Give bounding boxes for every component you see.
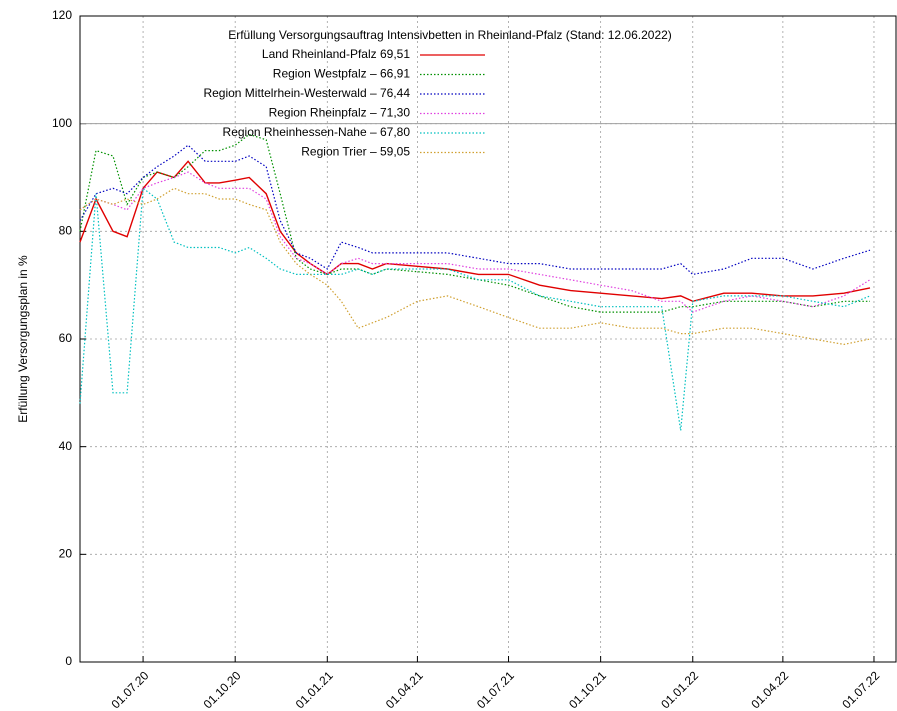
- y-tick-label: 80: [59, 224, 73, 238]
- x-tick-label: 01.04.22: [748, 668, 791, 711]
- legend-label: Region Westpfalz – 66,91: [273, 67, 411, 81]
- y-tick-label: 120: [52, 8, 72, 22]
- series-line: [79, 160, 871, 303]
- y-tick-label: 60: [59, 331, 73, 345]
- plot-frame: [79, 15, 897, 663]
- y-tick-label: 20: [59, 547, 73, 561]
- series-line: [79, 187, 871, 346]
- y-tick-label: 40: [59, 439, 73, 453]
- x-tick-label: 01.07.22: [839, 668, 882, 711]
- x-tick-label: 01.04.21: [383, 668, 426, 711]
- y-tick-label: 0: [65, 654, 72, 668]
- series-line: [79, 187, 871, 431]
- y-axis-label: Erfüllung Versorgungsplan in %: [16, 255, 30, 423]
- x-tick-label: 01.07.21: [474, 668, 517, 711]
- x-tick-label: 01.10.21: [566, 668, 609, 711]
- chart-title: Erfüllung Versorgungsauftrag Intensivbet…: [228, 28, 672, 42]
- series-line: [79, 133, 870, 313]
- legend-label: Region Rheinpfalz – 71,30: [269, 106, 411, 120]
- legend-label: Region Trier – 59,05: [301, 145, 410, 159]
- series-line: [79, 144, 871, 276]
- legend-label: Land Rheinland-Pfalz 69,51: [262, 47, 410, 61]
- legend-label: Region Mittelrhein-Westerwald – 76,44: [203, 86, 410, 100]
- x-tick-label: 01.07.20: [109, 668, 152, 711]
- legend-label: Region Rheinhessen-Nahe – 67,80: [223, 125, 411, 139]
- x-tick-label: 01.01.22: [658, 668, 701, 711]
- x-tick-label: 01.01.21: [293, 668, 336, 711]
- y-tick-label: 100: [52, 116, 72, 130]
- series-line: [79, 171, 871, 313]
- x-tick-label: 01.10.20: [201, 668, 244, 711]
